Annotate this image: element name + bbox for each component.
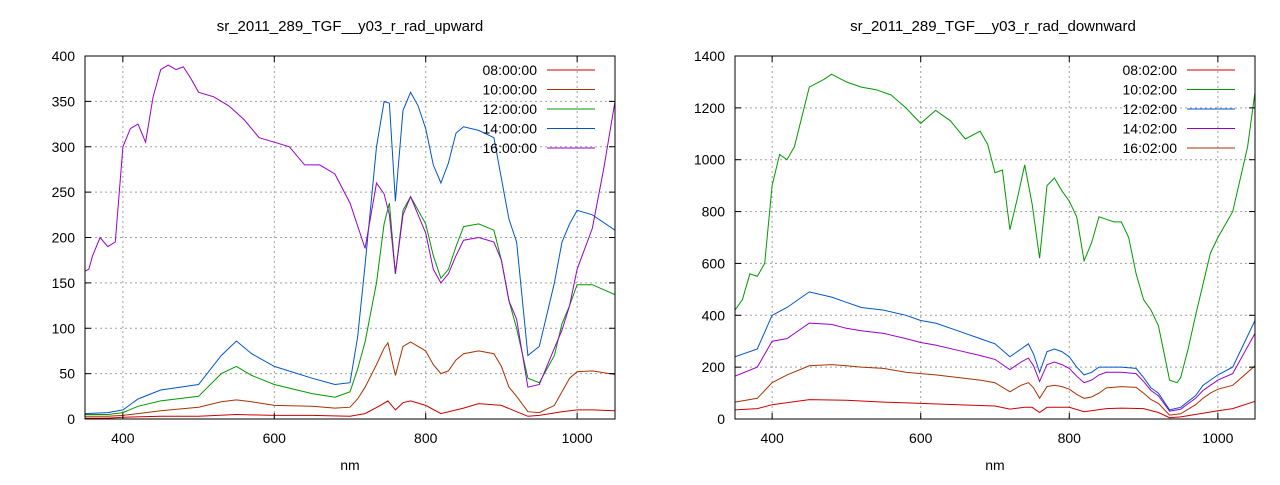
chart2-plot-frame (734, 55, 1256, 420)
chart2-y-tick-label: 200 (702, 359, 726, 375)
chart2-y-tick-label: 800 (702, 204, 726, 220)
chart2-title: sr_2011_289_TGF__y03_r_rad_downward (850, 18, 1136, 35)
chart1-x-tick-label: 1000 (562, 430, 593, 446)
chart1-y-tick-label: 200 (52, 230, 76, 246)
chart1-legend-label-5: 16:00:00 (483, 140, 538, 156)
chart2-x-tick-label: 600 (909, 430, 933, 446)
chart2-x-axis-label: nm (985, 457, 1004, 473)
chart2-x-tick-label: 400 (760, 430, 784, 446)
chart2-series-line-3 (735, 291, 1255, 411)
chart1-x-tick-label: 400 (111, 430, 135, 446)
chart1-legend-label-1: 08:00:00 (483, 62, 538, 78)
chart2-y-tick-label: 1000 (694, 152, 725, 168)
chart2-series-line-2 (735, 73, 1255, 384)
chart2-series-line-5 (735, 364, 1255, 416)
chart2-legend-label-4: 14:02:00 (1123, 121, 1178, 137)
chart1-y-tick-label: 0 (67, 411, 75, 427)
chart1-series-line-4 (85, 91, 615, 415)
chart2-y-tick-label: 1200 (694, 100, 725, 116)
chart2-series-line-4 (735, 322, 1255, 412)
chart2-legend-label-2: 10:02:00 (1123, 82, 1178, 98)
chart2-x-tick-label: 1000 (1202, 430, 1233, 446)
chart2-x-tick-label: 800 (1058, 430, 1082, 446)
chart1-y-tick-label: 300 (52, 139, 76, 155)
chart1-y-tick-label: 400 (52, 48, 76, 64)
chart2-y-tick-label: 600 (702, 255, 726, 271)
chart1-x-tick-label: 600 (263, 430, 287, 446)
chart1-title: sr_2011_289_TGF__y03_r_rad_upward (217, 18, 484, 35)
chart1-x-tick-label: 800 (414, 430, 438, 446)
chart1-y-tick-label: 100 (52, 320, 76, 336)
chart2-legend-label-1: 08:02:00 (1123, 62, 1178, 78)
chart1-y-tick-label: 350 (52, 93, 76, 109)
chart1-y-tick-label: 250 (52, 184, 76, 200)
chart1-x-axis-label: nm (340, 457, 359, 473)
chart1-series-line-1 (85, 400, 615, 419)
chart2-legend-label-3: 12:02:00 (1123, 101, 1178, 117)
chart1-y-tick-label: 150 (52, 275, 76, 291)
chart1-series-line-5 (85, 64, 615, 388)
chart1-legend-label-4: 14:00:00 (483, 121, 538, 137)
chart1-y-tick-label: 50 (59, 366, 75, 382)
chart2-y-tick-label: 400 (702, 307, 726, 323)
chart2-legend-label-5: 16:02:00 (1123, 140, 1178, 156)
chart2-series-line-1 (735, 399, 1255, 419)
chart2-y-tick-label: 1400 (694, 48, 725, 64)
chart2-y-tick-label: 0 (717, 411, 725, 427)
chart1-series-line-2 (85, 341, 615, 417)
chart1-legend-label-3: 12:00:00 (483, 101, 538, 117)
chart1-legend-label-2: 10:00:00 (483, 82, 538, 98)
